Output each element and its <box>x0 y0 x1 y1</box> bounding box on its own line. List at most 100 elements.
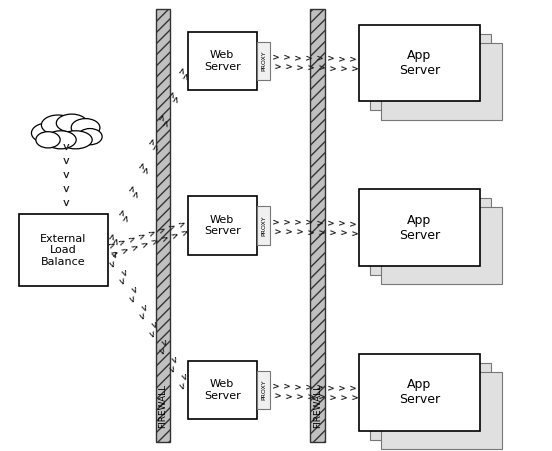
Text: >: > <box>59 156 68 165</box>
Ellipse shape <box>45 131 76 149</box>
Text: <: < <box>177 71 188 81</box>
Text: <: < <box>283 225 291 234</box>
Text: <: < <box>157 231 168 242</box>
Text: <: < <box>327 390 335 400</box>
Bar <box>370 198 491 275</box>
Bar <box>381 207 502 284</box>
Text: >: > <box>349 220 357 229</box>
Text: >: > <box>272 382 280 392</box>
Text: <: < <box>283 60 291 69</box>
Bar <box>370 34 491 110</box>
Text: >: > <box>305 383 313 392</box>
Text: <: < <box>137 237 148 249</box>
Text: Web
Server: Web Server <box>204 379 241 401</box>
Bar <box>188 361 257 419</box>
Text: >: > <box>128 183 138 193</box>
Text: >: > <box>59 198 68 207</box>
Text: <: < <box>294 389 302 399</box>
Text: <: < <box>272 224 280 234</box>
Ellipse shape <box>36 132 60 148</box>
Text: <: < <box>107 237 118 247</box>
Text: <: < <box>177 225 188 236</box>
Bar <box>359 189 480 266</box>
Text: >: > <box>283 218 291 227</box>
Text: <: < <box>147 327 158 337</box>
Text: FIREWALL: FIREWALL <box>158 384 167 428</box>
Text: >: > <box>349 384 357 394</box>
Text: <: < <box>349 61 357 71</box>
Text: <: < <box>107 257 118 267</box>
Text: <: < <box>127 292 138 302</box>
Text: <: < <box>294 60 302 69</box>
Text: >: > <box>338 55 346 64</box>
Text: >: > <box>59 170 68 179</box>
Bar <box>156 9 170 442</box>
Text: <: < <box>157 345 168 355</box>
Text: App
Server: App Server <box>399 378 440 406</box>
Text: <: < <box>272 389 280 398</box>
Bar <box>359 354 480 431</box>
Text: <: < <box>167 228 178 239</box>
Text: <: < <box>117 213 128 223</box>
Text: >: > <box>117 237 128 248</box>
Text: >: > <box>294 54 302 63</box>
Text: >: > <box>117 207 128 216</box>
Text: >: > <box>107 240 118 251</box>
Text: >: > <box>316 219 324 228</box>
Text: >: > <box>127 285 138 296</box>
Text: >: > <box>59 184 68 193</box>
Bar <box>19 214 108 286</box>
Text: >: > <box>338 220 346 229</box>
Bar <box>257 42 270 80</box>
Text: >: > <box>283 383 291 392</box>
Bar <box>381 372 502 449</box>
Text: >: > <box>107 230 118 240</box>
Bar <box>257 371 270 410</box>
Text: <: < <box>338 226 346 235</box>
Ellipse shape <box>71 119 100 137</box>
Text: <: < <box>137 309 148 320</box>
Text: >: > <box>128 234 138 245</box>
Text: >: > <box>327 55 335 64</box>
Text: <: < <box>157 118 168 128</box>
Text: >: > <box>327 219 335 229</box>
Text: >: > <box>305 219 313 228</box>
Text: >: > <box>294 218 302 228</box>
Text: >: > <box>272 218 280 227</box>
Bar <box>359 25 480 101</box>
Bar <box>370 363 491 440</box>
Ellipse shape <box>56 114 87 132</box>
Text: <: < <box>294 225 302 234</box>
Ellipse shape <box>59 131 92 149</box>
Text: <: < <box>305 390 313 399</box>
Text: >: > <box>316 384 324 393</box>
Text: <: < <box>327 226 335 235</box>
Text: <: < <box>167 362 178 372</box>
Text: >: > <box>177 218 188 230</box>
Ellipse shape <box>41 115 75 135</box>
Text: >: > <box>137 303 148 313</box>
Text: >: > <box>59 143 68 151</box>
Text: >: > <box>177 373 188 383</box>
Text: <: < <box>305 60 313 69</box>
Text: >: > <box>147 321 158 331</box>
Text: <: < <box>147 234 158 245</box>
Bar <box>188 196 257 255</box>
Text: PROXY: PROXY <box>261 215 266 236</box>
Text: <: < <box>117 243 128 254</box>
Text: <: < <box>327 61 335 70</box>
Text: >: > <box>157 112 168 122</box>
Bar <box>257 207 270 244</box>
Text: App
Server: App Server <box>399 214 440 242</box>
Text: >: > <box>167 88 178 98</box>
Text: <: < <box>316 226 324 235</box>
Bar <box>381 43 502 120</box>
Text: External
Load
Balance: External Load Balance <box>40 234 87 267</box>
Text: <: < <box>283 389 291 398</box>
Text: <: < <box>338 391 346 400</box>
Ellipse shape <box>31 123 62 143</box>
Text: >: > <box>272 53 280 63</box>
Text: >: > <box>157 225 168 236</box>
Text: >: > <box>305 54 313 63</box>
Text: >: > <box>147 136 158 146</box>
